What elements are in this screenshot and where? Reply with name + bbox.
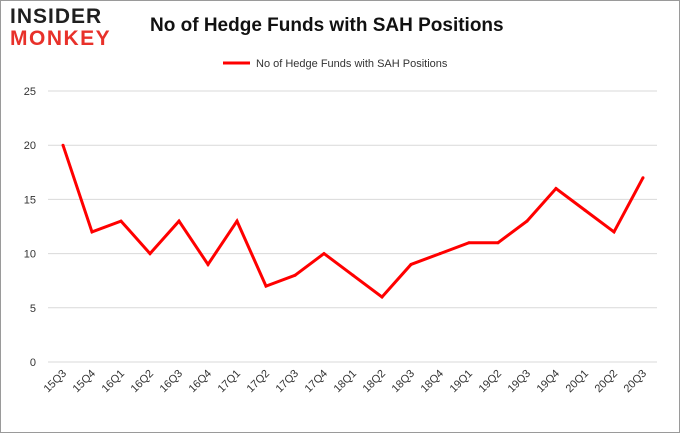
x-tick-label: 19Q4 [535, 368, 563, 396]
data-point [525, 219, 529, 223]
x-tick-label: 15Q3 [42, 368, 70, 396]
data-point [177, 219, 181, 223]
x-tick-label: 17Q2 [245, 368, 273, 396]
x-tick-label: 18Q3 [390, 368, 418, 396]
data-point [90, 230, 94, 234]
x-tick-label: 16Q1 [100, 368, 128, 396]
y-tick-label: 15 [24, 194, 36, 206]
data-point [438, 252, 442, 256]
data-point [467, 241, 471, 245]
logo-line-2: MONKEY [10, 27, 112, 50]
y-tick-label: 0 [30, 357, 36, 369]
x-tick-label: 16Q4 [187, 368, 215, 396]
x-tick-label: 20Q1 [564, 368, 592, 396]
legend-label: No of Hedge Funds with SAH Positions [256, 58, 448, 70]
x-tick-label: 19Q1 [448, 368, 476, 396]
data-point [61, 143, 65, 147]
data-point [322, 252, 326, 256]
x-tick-label: 20Q3 [622, 368, 650, 396]
data-point [148, 252, 152, 256]
x-tick-label: 18Q4 [419, 368, 447, 396]
x-tick-label: 16Q3 [158, 368, 186, 396]
chart-title: No of Hedge Funds with SAH Positions [150, 15, 504, 36]
y-tick-label: 20 [24, 140, 36, 152]
insider-monkey-logo: INSIDER MONKEY [10, 6, 111, 50]
x-tick-label: 20Q2 [593, 368, 621, 396]
data-point [206, 262, 210, 266]
data-point [641, 176, 645, 180]
x-tick-label: 17Q4 [303, 368, 331, 396]
y-tick-label: 5 [30, 303, 36, 315]
data-point [235, 219, 239, 223]
data-point [264, 284, 268, 288]
x-tick-label: 16Q2 [129, 368, 157, 396]
data-point [496, 241, 500, 245]
data-point [583, 208, 587, 212]
x-tick-label: 17Q1 [216, 368, 244, 396]
x-tick-label: 17Q3 [274, 368, 302, 396]
x-tick-label: 19Q3 [506, 368, 534, 396]
data-point [409, 262, 413, 266]
data-point [351, 273, 355, 277]
x-tick-label: 19Q2 [477, 368, 505, 396]
data-point [119, 219, 123, 223]
x-tick-label: 18Q2 [361, 368, 389, 396]
x-tick-label: 18Q1 [332, 368, 360, 396]
data-point [293, 273, 297, 277]
data-point [612, 230, 616, 234]
data-point [380, 295, 384, 299]
x-tick-label: 15Q4 [71, 368, 99, 396]
logo-line-1: INSIDER [10, 5, 103, 28]
data-point [554, 187, 558, 191]
y-tick-label: 25 [24, 86, 36, 98]
y-tick-label: 10 [24, 249, 36, 261]
